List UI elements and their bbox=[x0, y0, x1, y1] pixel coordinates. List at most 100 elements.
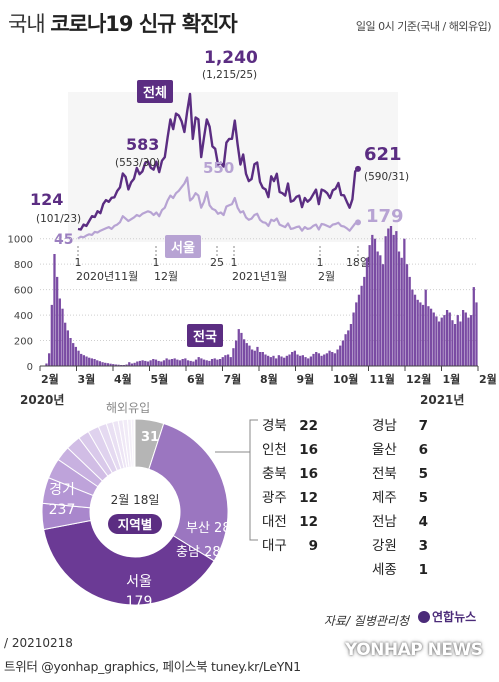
daily-bar bbox=[184, 358, 187, 366]
daily-bar bbox=[117, 364, 120, 366]
highlight-sub: (590/31) bbox=[364, 171, 409, 183]
daily-bar bbox=[144, 360, 147, 366]
daily-bar bbox=[200, 358, 203, 366]
daily-bar bbox=[96, 360, 99, 366]
nationwide-tag: 전국 bbox=[187, 324, 223, 347]
daily-bar bbox=[365, 257, 369, 366]
region-value: 22 bbox=[299, 418, 318, 434]
yonhap-logo: 연합뉴스 bbox=[418, 608, 476, 625]
daily-bar bbox=[56, 276, 59, 366]
daily-bar bbox=[82, 355, 85, 366]
title-prefix: 국내 bbox=[8, 12, 46, 36]
daily-bar bbox=[307, 358, 310, 366]
daily-bar bbox=[194, 359, 198, 366]
region-name: 경북 bbox=[262, 418, 287, 434]
daily-bar bbox=[248, 345, 251, 366]
region-name: 광주 bbox=[262, 490, 287, 506]
daily-bar bbox=[210, 359, 214, 366]
daily-bar bbox=[114, 364, 118, 366]
region-row: 충북 16 bbox=[262, 462, 318, 482]
daily-bar bbox=[85, 356, 88, 366]
x-month-label: 6월 bbox=[187, 372, 205, 386]
daily-bar bbox=[267, 355, 270, 366]
series-endpoint-서울 bbox=[355, 219, 361, 226]
daily-bar bbox=[237, 329, 240, 366]
x-month-label: 2월 bbox=[479, 372, 497, 386]
daily-bar bbox=[392, 234, 395, 366]
x-month-label: 3월 bbox=[78, 372, 96, 386]
daily-bar bbox=[109, 363, 112, 366]
daily-bar bbox=[403, 238, 406, 366]
daily-bar bbox=[149, 360, 152, 366]
x-tick-day-label: 1 bbox=[231, 256, 238, 269]
region-row: 광주 12 bbox=[262, 486, 318, 506]
daily-bar bbox=[245, 343, 248, 366]
x-month-label: 5월 bbox=[151, 372, 169, 386]
daily-bar bbox=[104, 362, 107, 366]
daily-bar bbox=[232, 348, 235, 366]
daily-bar bbox=[264, 354, 267, 366]
daily-bar bbox=[189, 360, 192, 366]
daily-bar bbox=[61, 308, 64, 366]
daily-bar bbox=[173, 358, 176, 366]
yonhap-logo-icon bbox=[418, 611, 430, 623]
daily-bar bbox=[218, 359, 222, 366]
region-name: 충북 bbox=[262, 466, 287, 482]
chungnam-label: 충남 28 bbox=[176, 545, 221, 560]
daily-bar bbox=[269, 357, 272, 366]
x-tick-day-label: 25 bbox=[210, 256, 224, 269]
region-name: 울산 bbox=[372, 442, 397, 458]
daily-bar bbox=[250, 349, 254, 366]
daily-bar bbox=[205, 360, 208, 366]
daily-bar bbox=[371, 234, 374, 366]
x-month-label: 9월 bbox=[297, 372, 315, 386]
region-value: 1 bbox=[418, 562, 428, 578]
y-tick-label: 200 bbox=[14, 337, 33, 348]
daily-bar bbox=[50, 304, 53, 366]
daily-bar bbox=[125, 364, 128, 366]
daily-bar bbox=[411, 289, 414, 366]
daily-bar bbox=[413, 294, 417, 366]
daily-bar bbox=[408, 276, 411, 366]
daily-bar bbox=[45, 363, 48, 366]
daily-bar bbox=[301, 355, 304, 366]
region-name: 대전 bbox=[262, 514, 287, 530]
daily-bar bbox=[389, 226, 393, 366]
daily-bar bbox=[130, 363, 134, 366]
daily-bar bbox=[387, 228, 390, 366]
daily-bar bbox=[74, 346, 77, 366]
leader-line bbox=[249, 452, 258, 541]
y-tick-label: 0 bbox=[27, 362, 33, 373]
daily-bar bbox=[141, 360, 144, 366]
region-row: 제주 5 bbox=[372, 486, 428, 506]
daily-bar bbox=[467, 317, 470, 366]
daily-bar bbox=[416, 299, 419, 366]
pie-center-badge bbox=[108, 514, 162, 534]
daily-bar bbox=[395, 231, 398, 366]
daily-bar bbox=[459, 321, 462, 366]
daily-bar bbox=[288, 354, 291, 366]
x-month-label: 1월 bbox=[443, 372, 461, 386]
region-value: 12 bbox=[299, 490, 318, 506]
series-line-전체 bbox=[77, 92, 359, 231]
daily-bar bbox=[197, 357, 200, 366]
daily-bar bbox=[373, 238, 377, 366]
daily-bar bbox=[213, 358, 216, 366]
highlight-sub: (1,215/25) bbox=[202, 69, 257, 81]
daily-bar bbox=[376, 251, 379, 366]
daily-bar bbox=[296, 354, 299, 366]
region-row: 대전 12 bbox=[262, 510, 318, 530]
series-line-서울 bbox=[77, 176, 359, 240]
region-value: 6 bbox=[418, 442, 428, 458]
daily-bar bbox=[176, 359, 179, 366]
daily-bar bbox=[221, 357, 224, 366]
daily-bar bbox=[202, 359, 206, 366]
region-name: 세종 bbox=[372, 562, 397, 578]
daily-bar bbox=[331, 352, 334, 366]
region-name: 전북 bbox=[372, 466, 397, 482]
overseas-outer-label: 해외유입 bbox=[106, 401, 150, 415]
daily-bar bbox=[280, 356, 283, 366]
daily-bar bbox=[64, 322, 67, 366]
daily-bar bbox=[312, 353, 315, 366]
